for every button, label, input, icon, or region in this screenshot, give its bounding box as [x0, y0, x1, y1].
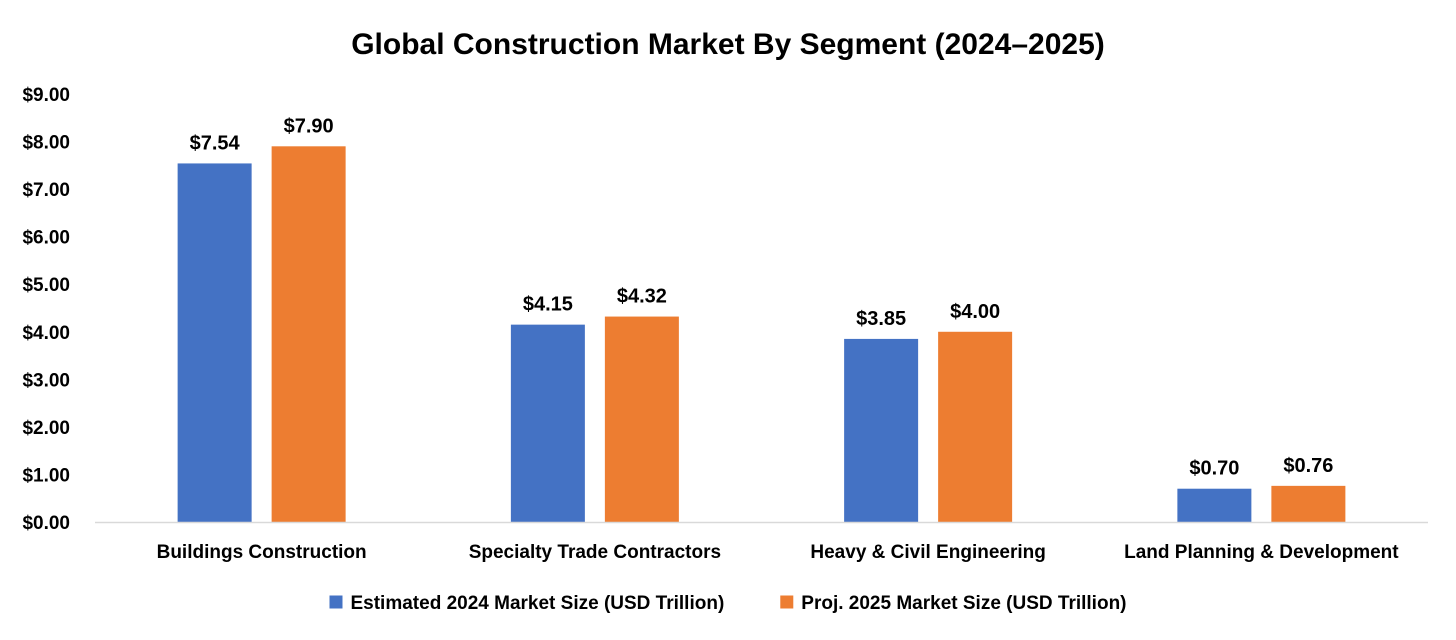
- y-tick-label: $5.00: [22, 275, 70, 296]
- legend: Estimated 2024 Market Size (USD Trillion…: [329, 593, 1127, 614]
- legend-swatch: [780, 595, 794, 609]
- legend-item-1: Proj. 2025 Market Size (USD Trillion): [780, 593, 1127, 614]
- bar-series-1-cat-2: [938, 331, 1013, 522]
- bar-series-0-cat-2: [844, 338, 919, 522]
- bar-series-0-cat-3: [1177, 488, 1252, 522]
- data-labels-group: $7.54 $7.90 $4.15 $4.32 $3.85 $4.00 $0.70 $0.76: [190, 115, 1334, 479]
- legend-swatch: [329, 595, 343, 609]
- bars-group: [177, 146, 1346, 523]
- y-tick-label: $2.00: [22, 418, 70, 439]
- x-category-label: Buildings Construction: [157, 542, 367, 563]
- y-tick-label: $8.00: [22, 133, 70, 154]
- y-tick-label: $1.00: [22, 465, 70, 486]
- data-label: $4.15: [523, 294, 573, 316]
- y-tick-label: $9.00: [22, 85, 70, 106]
- bar-series-1-cat-3: [1271, 485, 1346, 522]
- data-label: $4.32: [617, 286, 667, 308]
- data-label: $7.54: [190, 132, 241, 154]
- x-category-label: Heavy & Civil Engineering: [810, 542, 1045, 563]
- y-tick-label: $3.00: [22, 370, 70, 391]
- bar-series-0-cat-1: [510, 324, 585, 522]
- legend-item-0: Estimated 2024 Market Size (USD Trillion…: [329, 593, 724, 614]
- data-label: $0.76: [1283, 455, 1333, 477]
- bar-series-0-cat-0: [177, 163, 252, 523]
- legend-label: Estimated 2024 Market Size (USD Trillion…: [350, 593, 724, 614]
- legend-label: Proj. 2025 Market Size (USD Trillion): [801, 593, 1126, 614]
- y-tick-label: $0.00: [22, 513, 70, 534]
- y-tick-label: $4.00: [22, 323, 70, 344]
- bar-series-1-cat-0: [271, 146, 346, 523]
- x-axis: Buildings Construction Specialty Trade Co…: [95, 521, 1428, 563]
- data-label: $4.00: [950, 301, 1000, 323]
- y-axis: $0.00 $1.00 $2.00 $3.00 $4.00 $5.00 $6.00 $7.00…: [22, 85, 70, 534]
- x-category-label: Land Planning & Development: [1124, 542, 1399, 563]
- data-label: $7.90: [284, 115, 334, 137]
- bar-series-1-cat-1: [604, 316, 679, 522]
- y-tick-label: $7.00: [22, 180, 70, 201]
- data-label: $0.70: [1189, 458, 1239, 480]
- chart-title: Global Construction Market By Segment (2…: [351, 28, 1105, 61]
- y-tick-label: $6.00: [22, 228, 70, 249]
- x-category-label: Specialty Trade Contractors: [469, 542, 721, 563]
- data-label: $3.85: [856, 308, 906, 330]
